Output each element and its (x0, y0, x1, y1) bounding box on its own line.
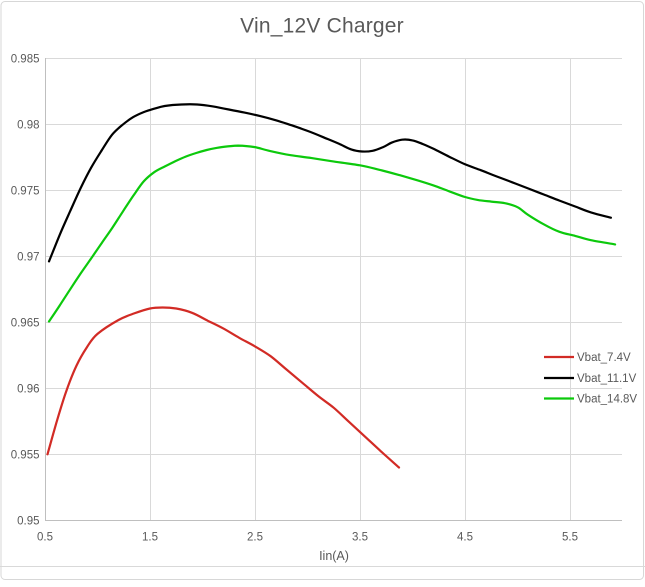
svg-text:0.98: 0.98 (17, 119, 39, 131)
svg-text:5.5: 5.5 (562, 532, 578, 544)
svg-text:0.96: 0.96 (17, 383, 39, 395)
svg-text:0.95: 0.95 (17, 515, 39, 527)
svg-text:Vbat_7.4V: Vbat_7.4V (577, 352, 631, 364)
svg-text:3.5: 3.5 (352, 532, 368, 544)
svg-text:0.955: 0.955 (11, 449, 40, 461)
svg-text:0.5: 0.5 (37, 532, 53, 544)
svg-text:0.985: 0.985 (11, 53, 40, 65)
svg-text:4.5: 4.5 (457, 532, 473, 544)
svg-text:Iin(A): Iin(A) (319, 549, 349, 563)
svg-text:0.965: 0.965 (11, 317, 40, 329)
svg-text:Vbat_14.8V: Vbat_14.8V (577, 394, 637, 406)
svg-text:Vin_12V Charger: Vin_12V Charger (240, 15, 404, 38)
svg-text:1.5: 1.5 (142, 532, 158, 544)
svg-text:0.975: 0.975 (11, 185, 40, 197)
svg-text:Vbat_11.1V: Vbat_11.1V (577, 373, 637, 385)
svg-text:2.5: 2.5 (247, 532, 263, 544)
svg-text:0.97: 0.97 (17, 251, 39, 263)
